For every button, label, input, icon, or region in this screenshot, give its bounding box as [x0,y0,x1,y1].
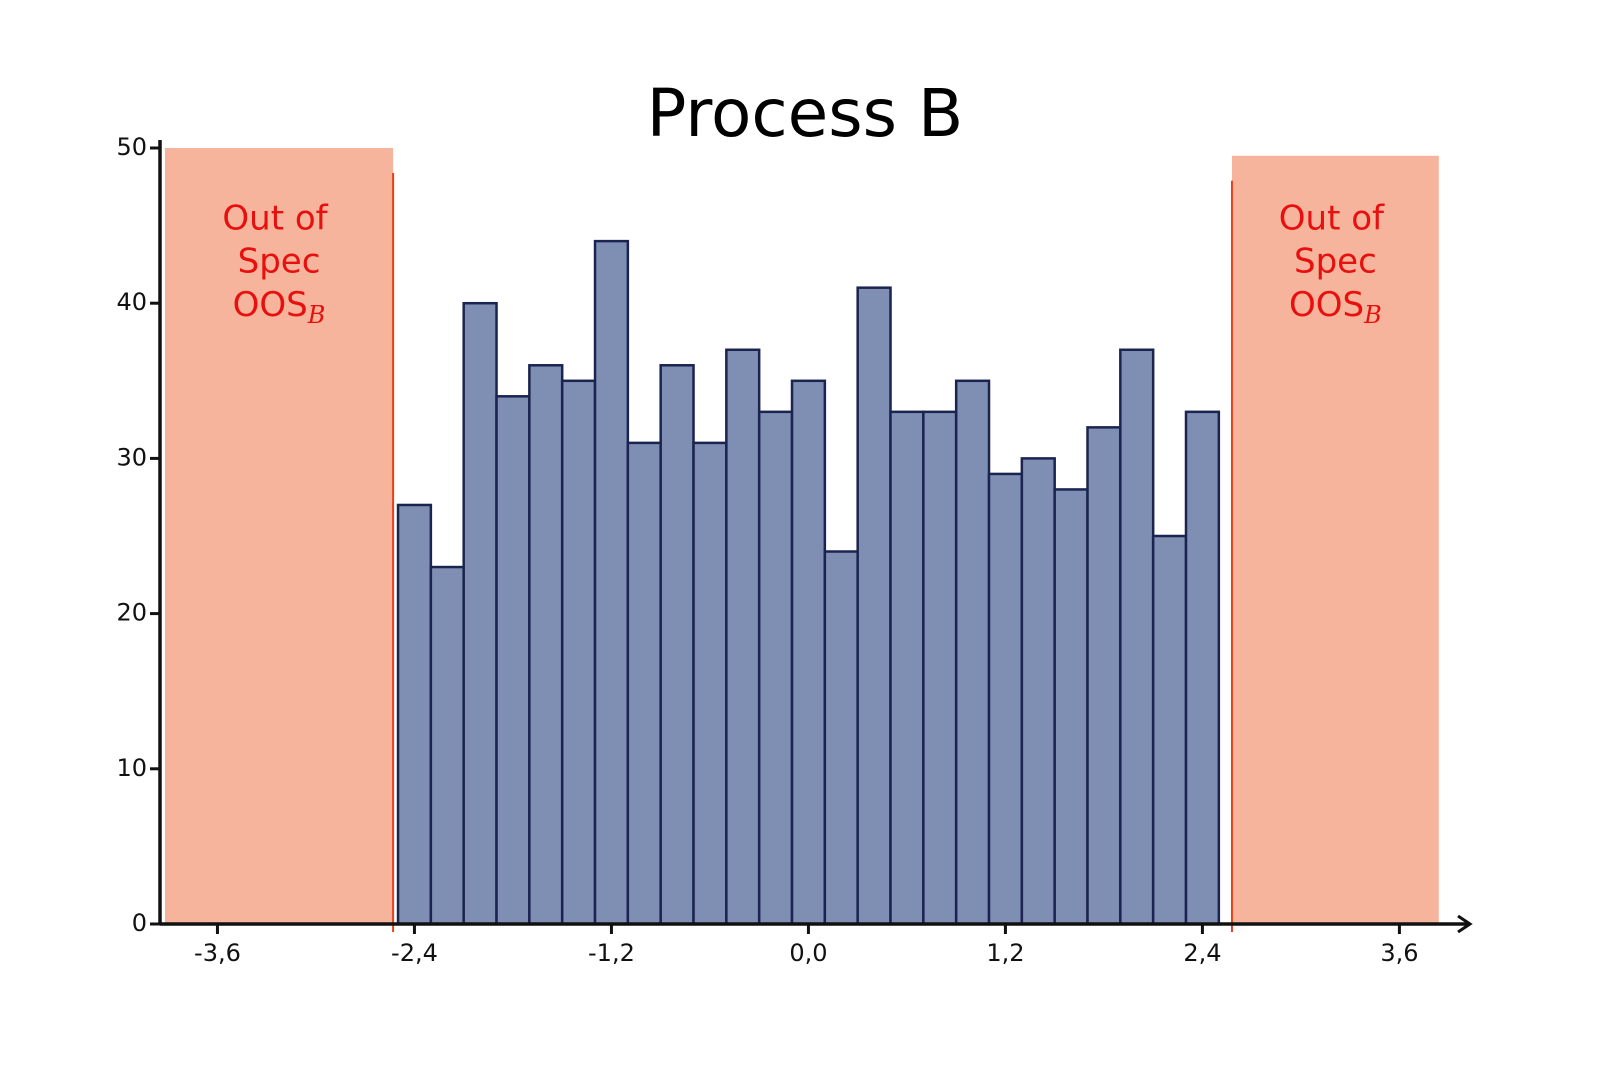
region-label: OOSB [1289,285,1382,329]
y-tick-label: 0 [132,909,147,937]
bar [823,550,859,926]
y-tick-label: 30 [116,443,147,471]
bar [922,410,958,926]
region-label-main: OOS [233,285,308,325]
x-tick-label: -3,6 [194,939,241,967]
bar [1151,534,1188,926]
chart-title: Process B [647,75,964,152]
region-label-main: OOS [1289,285,1364,325]
bar [1086,426,1122,926]
x-tick-label: -2,4 [391,939,438,967]
y-tick-label: 20 [116,599,147,627]
bar [889,410,925,926]
x-tick-label: 0,0 [789,939,827,967]
bar [528,364,564,926]
y-tick-label: 40 [116,288,147,316]
bar [987,472,1024,926]
x-tick-label: 1,2 [986,939,1024,967]
bar [1053,488,1089,926]
region-label-subscript: B [307,301,326,329]
bar [1119,348,1155,926]
region-label: Out of [222,199,328,239]
x-axis-arrow [1457,914,1473,934]
x-tick-label: 2,4 [1183,939,1221,967]
region-label-subscript: B [1363,301,1382,329]
bar [757,410,794,926]
y-tick-label: 10 [116,754,147,782]
bar [954,379,991,926]
bar [462,301,498,926]
bar [560,379,597,926]
bar [790,379,827,926]
bar [1020,457,1056,926]
region-label: OOSB [233,285,326,329]
x-tick-label: -1,2 [588,939,635,967]
bar [692,441,728,926]
bar [626,441,662,926]
bar [429,565,465,926]
region-label: Spec [1294,242,1377,282]
x-tick-label: 3,6 [1380,939,1418,967]
bar [1184,410,1221,926]
bar [725,348,761,926]
bar [495,395,531,926]
bar [856,286,892,926]
oos-region [1231,155,1439,924]
region-label: Out of [1279,199,1385,239]
y-tick-label: 50 [116,133,147,161]
oos-region [164,148,394,924]
bar [659,364,695,926]
bar [396,503,433,926]
region-label: Spec [238,242,321,282]
bar [593,239,630,926]
